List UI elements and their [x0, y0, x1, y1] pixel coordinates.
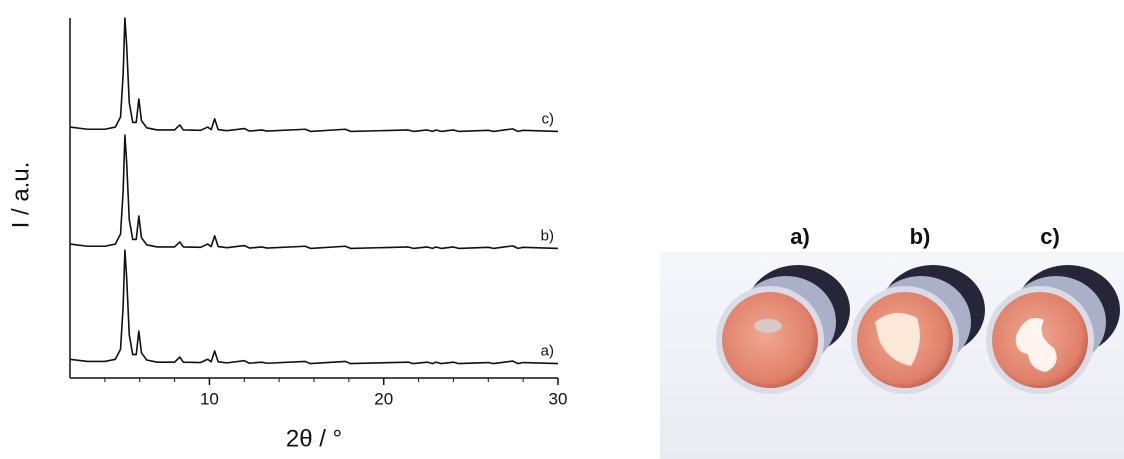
- series-label: b): [541, 227, 554, 244]
- photo: [660, 252, 1124, 459]
- photo-label: b): [910, 224, 931, 249]
- photo-label: c): [1040, 224, 1060, 249]
- y-axis-label: I / a.u.: [7, 162, 34, 229]
- photo-label: a): [790, 224, 810, 249]
- x-axis-label: 2θ / °: [286, 425, 342, 452]
- series-line: [70, 250, 558, 363]
- series-label: c): [542, 110, 555, 127]
- x-tick-label: 20: [374, 389, 393, 408]
- x-tick-label: 10: [200, 389, 219, 408]
- series-line: [70, 135, 558, 248]
- series-label: a): [541, 343, 554, 360]
- x-tick-label: 30: [549, 389, 568, 408]
- figure: 2θ / ° I / a.u. 10 20 30 a) b) c) a) b) c): [0, 0, 1124, 459]
- series-line: [70, 18, 558, 131]
